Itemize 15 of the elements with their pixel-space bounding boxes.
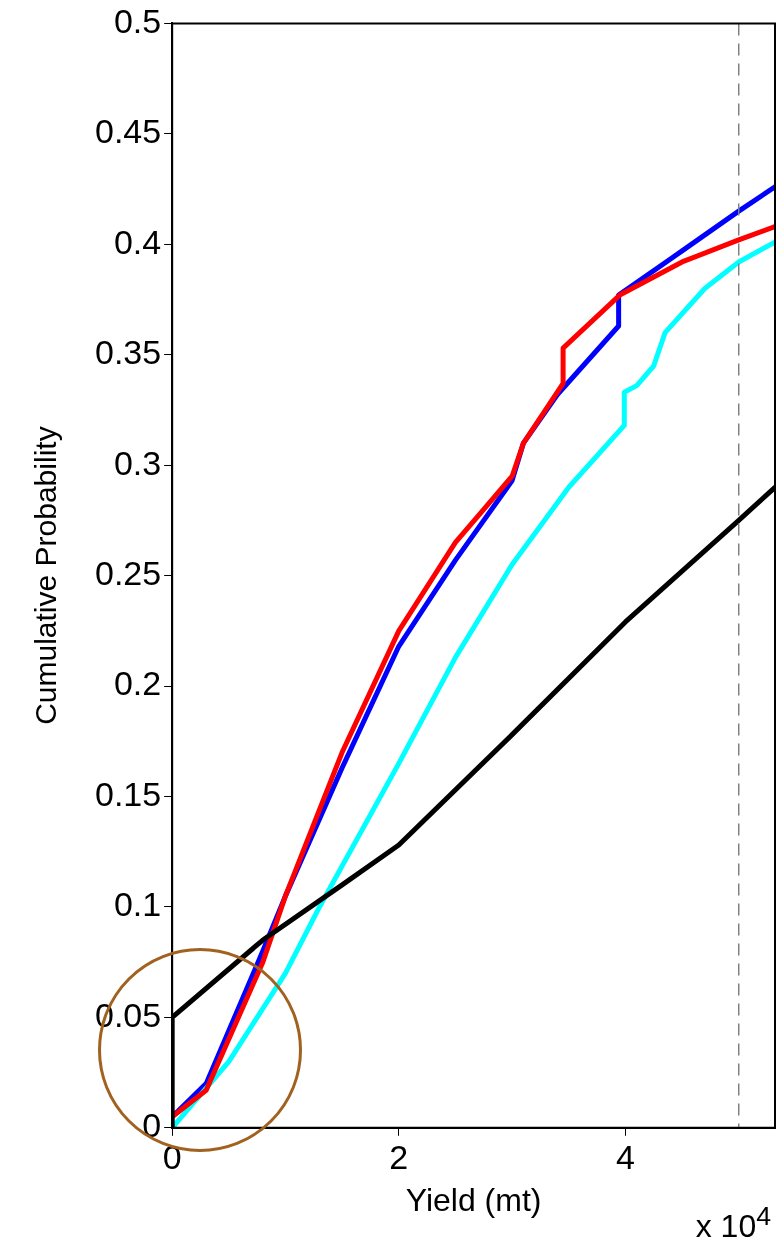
y-tick-label: 0.15: [94, 774, 162, 813]
x-tick-label: 4: [615, 1137, 635, 1176]
x-axis-title: Yield (mt): [405, 1181, 542, 1218]
y-axis-title: Cumulative Probability: [29, 426, 63, 725]
y-tick-label: 0.2: [113, 664, 162, 703]
y-tick-label: 0.4: [113, 222, 162, 261]
y-tick-label: 0.25: [94, 553, 162, 592]
y-tick-label: 0.45: [94, 112, 162, 151]
y-tick-label: 0.35: [94, 333, 162, 372]
y-tick-label: 0.5: [113, 1, 162, 40]
y-tick-label: 0.1: [113, 885, 162, 924]
y-tick-label: 0: [142, 1106, 162, 1145]
x-tick-label: 2: [389, 1137, 409, 1176]
y-tick-label: 0.3: [113, 443, 162, 482]
text: x 10$^{4}$: [695, 1201, 771, 1245]
